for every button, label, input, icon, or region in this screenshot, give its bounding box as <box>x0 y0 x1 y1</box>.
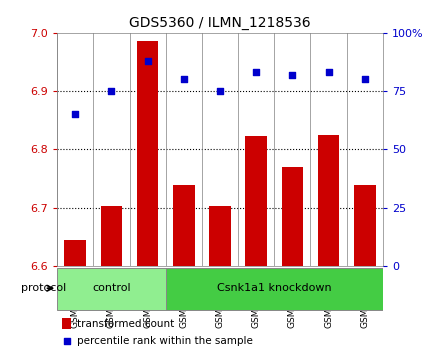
Text: protocol: protocol <box>21 283 66 293</box>
Point <box>144 58 151 64</box>
Point <box>253 69 260 75</box>
Point <box>180 76 187 82</box>
Title: GDS5360 / ILMN_1218536: GDS5360 / ILMN_1218536 <box>129 16 311 30</box>
Text: percentile rank within the sample: percentile rank within the sample <box>77 336 253 346</box>
Point <box>63 338 70 343</box>
Point <box>216 88 224 94</box>
Bar <box>137 41 158 266</box>
Text: Csnk1a1 knockdown: Csnk1a1 knockdown <box>217 283 332 293</box>
Bar <box>246 136 267 266</box>
Point <box>325 69 332 75</box>
Point <box>72 111 79 117</box>
Bar <box>354 185 376 266</box>
Point <box>108 88 115 94</box>
Bar <box>101 206 122 266</box>
Point <box>361 76 368 82</box>
Bar <box>166 268 383 310</box>
Bar <box>64 240 86 266</box>
Bar <box>282 167 303 266</box>
Text: control: control <box>92 283 131 293</box>
Bar <box>173 185 194 266</box>
Bar <box>57 268 166 310</box>
Text: transformed count: transformed count <box>77 319 174 329</box>
Bar <box>209 206 231 266</box>
Point <box>289 72 296 78</box>
Bar <box>318 135 339 266</box>
Bar <box>62 318 71 329</box>
